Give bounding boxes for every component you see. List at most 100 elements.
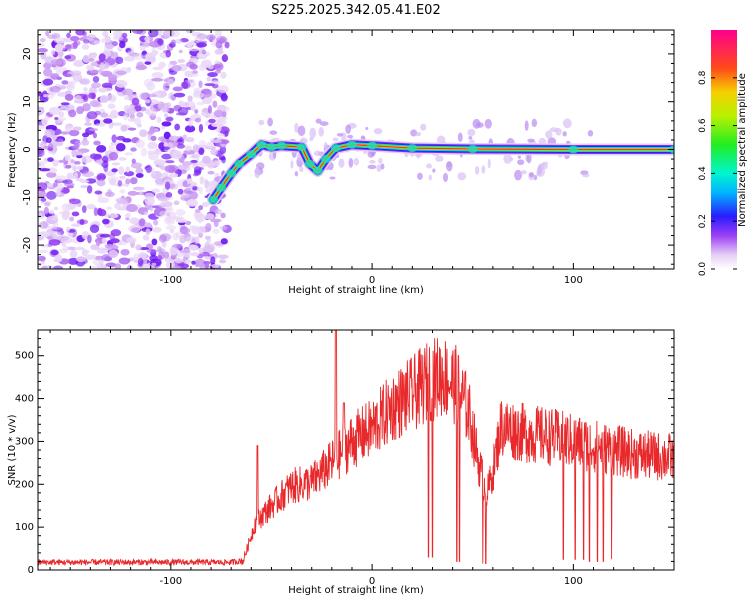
spectrogram-noise-blob xyxy=(214,208,222,215)
spectrogram-noise-blob xyxy=(70,35,80,42)
spectrogram-noise-blob xyxy=(126,69,131,73)
spectrogram-noise-blob xyxy=(68,129,80,137)
spectrogram-noise-blob xyxy=(151,188,161,193)
spectrogram-noise-blob xyxy=(132,53,145,60)
spectrogram-noise-blob xyxy=(96,179,106,187)
spectrogram-noise-blob xyxy=(127,127,137,131)
spectrogram-noise-blob xyxy=(89,53,97,59)
spectrogram-plot-area xyxy=(38,30,674,269)
spectrogram-noise-blob xyxy=(57,118,64,123)
spectrogram-noise-blob xyxy=(136,111,144,118)
spectrogram-noise-blob xyxy=(111,134,117,143)
spectrogram-noise-blob xyxy=(38,182,48,191)
spectrogram-noise-blob xyxy=(192,144,200,153)
spectrogram-noise-blob xyxy=(39,37,46,43)
spectrogram-noise-blob xyxy=(121,88,134,96)
spectrogram-noise-blob xyxy=(162,251,170,259)
spectrogram-noise-blob xyxy=(134,117,142,126)
colorbar-gradient xyxy=(711,30,737,269)
spectrogram-side-blob xyxy=(435,155,444,162)
spectrogram-side-blob xyxy=(315,118,322,124)
spectrogram-noise-blob xyxy=(195,208,201,214)
spectrogram-noise-blob xyxy=(146,82,156,91)
colorbar-tick-label: 0.2 xyxy=(698,214,708,228)
spectrogram-noise-blob xyxy=(84,249,90,254)
spectrogram-noise-blob xyxy=(38,221,49,229)
spectrogram-noise-blob xyxy=(96,174,102,181)
spectrogram-noise-blob xyxy=(74,150,79,156)
spectrogram-noise-blob xyxy=(144,222,152,228)
spectrogram-side-blob xyxy=(432,168,436,173)
spectrogram-noise-blob xyxy=(103,44,115,49)
spectrogram-noise-blob xyxy=(107,103,116,109)
spectrogram-noise-blob xyxy=(44,115,50,123)
spectrogram-noise-blob xyxy=(196,33,208,40)
spectrogram-noise-blob xyxy=(76,256,86,263)
spectrogram-noise-blob xyxy=(219,139,230,145)
spectrogram-noise-blob xyxy=(144,93,157,98)
spectrogram-noise-blob xyxy=(150,135,157,142)
spectrogram-noise-blob xyxy=(174,257,184,264)
snr-xtick-label: -100 xyxy=(159,576,182,587)
spectrogram-noise-blob xyxy=(139,129,148,138)
spectrogram-noise-blob xyxy=(147,141,158,150)
spectrogram-noise-blob xyxy=(186,136,195,143)
spectrogram-noise-blob xyxy=(190,252,200,257)
spectrogram-side-blob xyxy=(297,125,306,137)
spectrogram-noise-blob xyxy=(109,51,118,59)
spectrogram-noise-blob xyxy=(208,118,216,124)
spectrogram-noise-blob xyxy=(107,94,117,103)
spectrogram-noise-blob xyxy=(160,200,167,205)
spectrogram-noise-blob xyxy=(96,247,108,254)
spectrogram-noise-blob xyxy=(179,249,191,254)
spectrogram-noise-blob xyxy=(48,106,61,116)
spectrogram-noise-blob xyxy=(86,111,98,120)
spectrogram-noise-blob xyxy=(200,112,208,116)
spectrogram-noise-blob xyxy=(135,173,144,178)
spectrogram-noise-blob xyxy=(204,242,211,249)
spectrogram-noise-blob xyxy=(178,100,184,107)
spectrogram-side-blob xyxy=(436,135,446,145)
spectrogram-side-blob xyxy=(517,155,521,159)
spectrogram-noise-blob xyxy=(92,132,98,139)
spectrogram-signal-node xyxy=(407,144,418,153)
spectrogram-noise-blob xyxy=(172,86,183,92)
spectrogram-noise-blob xyxy=(166,206,174,212)
spectrogram-noise-blob xyxy=(213,109,224,118)
spectrogram-noise-blob xyxy=(86,204,96,210)
spectrogram-noise-blob xyxy=(220,71,227,79)
spectrogram-signal-node xyxy=(320,155,331,164)
spectrogram-noise-blob xyxy=(137,257,144,267)
spectrogram-noise-blob xyxy=(82,95,88,101)
spectrogram-noise-blob xyxy=(71,211,80,217)
spectrogram-noise-blob xyxy=(133,253,139,261)
spectrogram-noise-blob xyxy=(54,116,59,120)
spectrogram-noise-blob xyxy=(60,131,70,135)
spectrogram-noise-blob xyxy=(126,204,138,213)
spectrogram-noise-blob xyxy=(158,234,167,243)
spectrogram-noise-blob xyxy=(97,197,110,204)
spectrogram-noise-blob xyxy=(115,79,128,88)
spectrogram-noise-blob xyxy=(185,145,192,152)
spectrogram-noise-blob xyxy=(104,243,114,249)
spectrogram-noise-blob xyxy=(63,73,72,78)
spectrogram-noise-blob xyxy=(184,79,194,83)
snr-ytick-label: 100 xyxy=(15,522,34,533)
spectrogram-noise-blob xyxy=(150,50,157,58)
spectrogram-noise-blob xyxy=(70,223,82,227)
spectrogram-noise-blob xyxy=(87,234,92,244)
spectrogram-noise-blob xyxy=(152,149,162,156)
spectrogram-noise-blob xyxy=(212,100,218,108)
spectrogram-noise-blob xyxy=(38,146,44,155)
spectrogram-noise-blob xyxy=(130,162,143,169)
spectrogram-noise-blob xyxy=(138,190,143,196)
spectrogram-noise-blob xyxy=(68,232,74,238)
spectrogram-noise-blob xyxy=(217,85,229,94)
snr-plot-area xyxy=(38,330,674,567)
spectrogram-noise-blob xyxy=(110,238,120,244)
spectrogram-noise-blob xyxy=(135,167,144,175)
spectrogram-noise-blob xyxy=(108,249,119,258)
spectrogram-noise-blob xyxy=(210,218,222,223)
spectrogram-signal-node xyxy=(256,140,267,149)
